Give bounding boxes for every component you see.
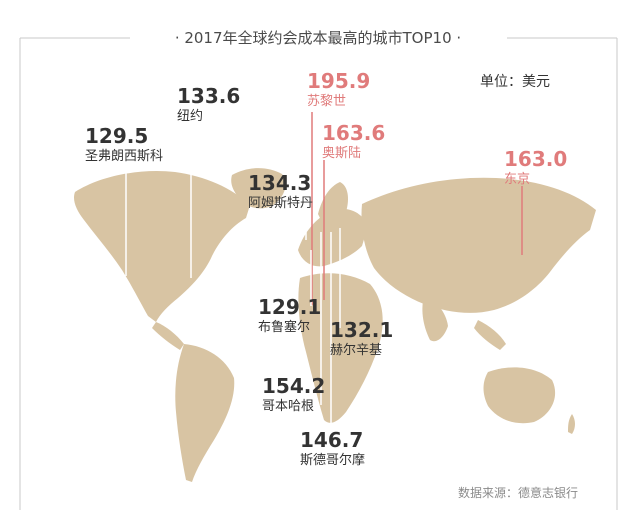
value-label-oslo: 163.6	[322, 121, 385, 145]
value-label-helsinki: 132.1	[330, 318, 393, 342]
continent-asia	[361, 177, 596, 313]
value-label-amsterdam: 134.3	[248, 171, 311, 195]
city-label-brussels: 布鲁塞尔	[258, 319, 310, 335]
city-label-zurich: 苏黎世	[307, 93, 346, 109]
continent-southeast-asia	[474, 320, 506, 350]
continent-north-america	[74, 170, 250, 322]
continent-europe	[298, 208, 368, 267]
city-label-tokyo: 东京	[504, 172, 530, 187]
continent-india	[422, 296, 448, 342]
city-label-san-francisco: 圣弗朗西斯科	[85, 149, 163, 164]
value-label-san-francisco: 129.5	[85, 124, 148, 148]
continent-japan	[518, 242, 529, 268]
value-label-new-york: 133.6	[177, 84, 240, 108]
world-map	[74, 168, 596, 482]
value-label-brussels: 129.1	[258, 295, 321, 319]
continent-africa	[298, 273, 383, 423]
city-label-oslo: 奥斯陆	[322, 145, 361, 161]
source-label: 数据来源：德意志银行	[458, 485, 578, 500]
continent-australia	[483, 367, 556, 424]
continent-scandinavia	[318, 182, 348, 223]
value-label-zurich: 195.9	[307, 69, 370, 93]
continent-south-america	[175, 344, 235, 482]
city-label-helsinki: 赫尔辛基	[330, 343, 382, 358]
city-label-copenhagen: 哥本哈根	[262, 399, 314, 414]
leader-lines	[125, 112, 523, 440]
city-label-stockholm: 斯德哥尔摩	[300, 452, 365, 468]
chart-title: · 2017年全球约会成本最高的城市TOP10 ·	[175, 29, 461, 47]
continent-greenland	[231, 168, 286, 209]
value-label-tokyo: 163.0	[504, 147, 567, 171]
unit-label: 单位：美元	[480, 74, 550, 90]
value-label-stockholm: 146.7	[300, 428, 363, 452]
city-label-new-york: 纽约	[177, 109, 203, 124]
continent-central-america	[152, 322, 184, 350]
continent-new-zealand	[568, 414, 575, 434]
city-label-amsterdam: 阿姆斯特丹	[248, 196, 313, 211]
value-label-copenhagen: 154.2	[262, 374, 325, 398]
title-frame	[19, 37, 618, 510]
